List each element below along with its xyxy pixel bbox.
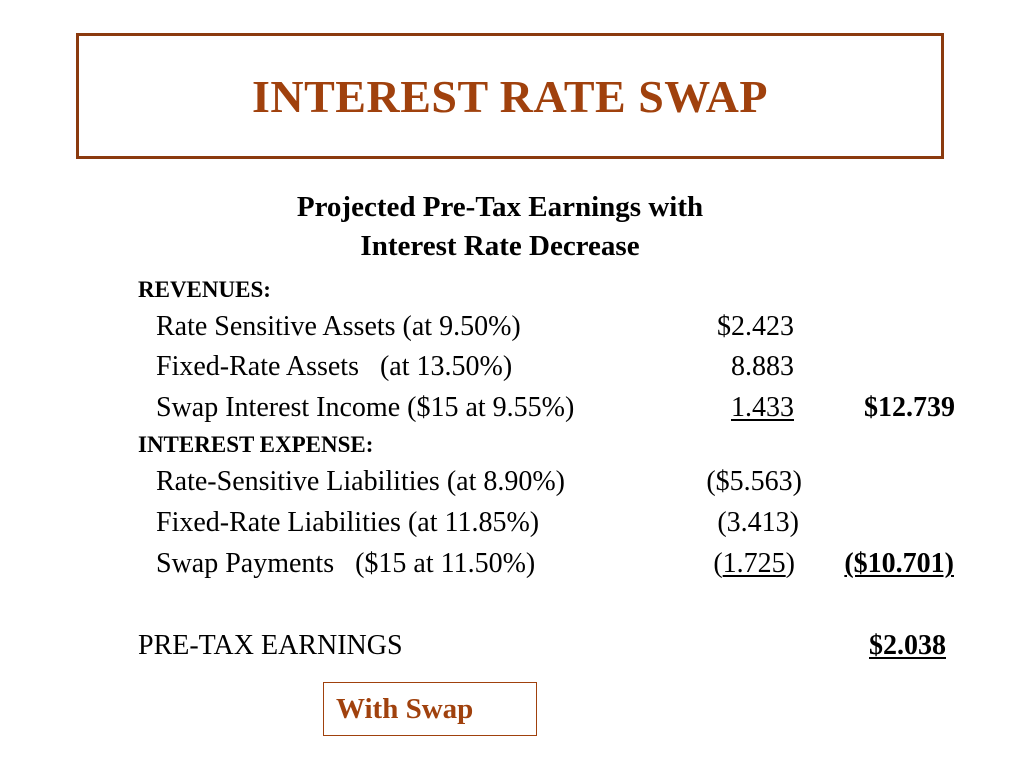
pre-tax-earnings-label: PRE-TAX EARNINGS bbox=[138, 630, 403, 661]
expense-row-value: (3.413) bbox=[717, 507, 799, 538]
interest-expense-heading: INTEREST EXPENSE: bbox=[138, 432, 374, 457]
revenues-total: $12.739 bbox=[864, 392, 955, 423]
revenue-row-value: $2.423 bbox=[717, 311, 794, 342]
revenue-row-value: 8.883 bbox=[731, 351, 794, 382]
revenues-heading: REVENUES: bbox=[138, 277, 271, 302]
revenue-row-value-underlined: 1.433 bbox=[731, 392, 794, 423]
revenue-row-label: Rate Sensitive Assets (at 9.50%) bbox=[156, 311, 521, 342]
title-box: INTEREST RATE SWAP bbox=[76, 33, 944, 159]
paren-open: ( bbox=[713, 548, 723, 579]
expense-row-label: Rate-Sensitive Liabilities (at 8.90%) bbox=[156, 466, 566, 497]
expense-row-value: (1.725) bbox=[640, 550, 795, 578]
pre-tax-earnings-value: $2.038 bbox=[800, 632, 946, 660]
expense-total: ($10.701) bbox=[800, 550, 954, 578]
revenue-row-label: Swap Interest Income ($15 at 9.55%) bbox=[156, 392, 575, 423]
revenue-row-label: Fixed-Rate Assets (at 13.50%) bbox=[156, 351, 513, 382]
expense-total-underlined: ($10.701) bbox=[844, 548, 954, 579]
slide-title: INTEREST RATE SWAP bbox=[251, 70, 768, 122]
paren-close: ) bbox=[785, 548, 795, 579]
expense-row-label: Fixed-Rate Liabilities (at 11.85%) bbox=[156, 507, 540, 538]
with-swap-label: With Swap bbox=[336, 692, 474, 725]
pre-tax-earnings-underlined: $2.038 bbox=[869, 630, 946, 661]
expense-row-value: ($5.563) bbox=[706, 466, 802, 497]
revenue-row-value: 1.433 bbox=[640, 394, 794, 422]
subtitle-line-1: Projected Pre-Tax Earnings with bbox=[296, 191, 704, 223]
subtitle-line-2: Interest Rate Decrease bbox=[360, 230, 640, 262]
with-swap-badge: With Swap bbox=[323, 682, 537, 736]
expense-row-value-underlined: 1.725 bbox=[722, 548, 786, 579]
expense-row-label: Swap Payments ($15 at 11.50%) bbox=[156, 548, 536, 579]
